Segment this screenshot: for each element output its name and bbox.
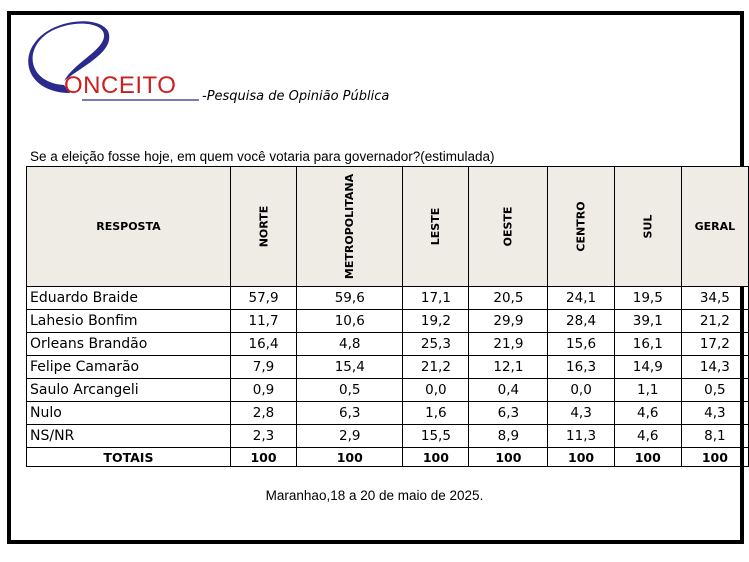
column-header-sul: SUL bbox=[613, 166, 682, 287]
percentage-cell: 15,4 bbox=[296, 355, 404, 379]
percentage-cell: 16,3 bbox=[547, 355, 615, 379]
percentage-cell: 14,9 bbox=[613, 355, 682, 379]
percentage-cell: 17,1 bbox=[402, 286, 470, 310]
percentage-cell: 6,3 bbox=[296, 401, 404, 425]
totals-row: TOTAIS 100 100 100 100 100 100 100 bbox=[26, 447, 749, 467]
totals-cell: 100 bbox=[680, 447, 749, 467]
percentage-cell: 2,3 bbox=[229, 424, 298, 448]
percentage-cell: 6,3 bbox=[468, 401, 549, 425]
totals-cell: 100 bbox=[402, 447, 470, 467]
totals-cell: 100 bbox=[296, 447, 404, 467]
totals-cell: 100 bbox=[468, 447, 549, 467]
percentage-cell: 4,3 bbox=[547, 401, 615, 425]
candidate-name-cell: Orleans Brandão bbox=[26, 332, 231, 356]
percentage-cell: 12,1 bbox=[468, 355, 549, 379]
table-row: Orleans Brandão 16,4 4,8 25,3 21,9 15,6 16,1 17… bbox=[26, 332, 749, 356]
percentage-cell: 57,9 bbox=[229, 286, 298, 310]
percentage-cell: 34,5 bbox=[680, 286, 749, 310]
totals-cell: 100 bbox=[229, 447, 298, 467]
column-header-leste: LESTE bbox=[402, 166, 470, 287]
table-row: Lahesio Bonfim 11,7 10,6 19,2 29,9 28,4 39,1 21… bbox=[26, 309, 749, 333]
column-header-centro: CENTRO bbox=[547, 166, 615, 287]
poll-question: Se a eleição fosse hoje, em quem você vo… bbox=[30, 149, 495, 164]
candidate-name-cell: Eduardo Braide bbox=[26, 286, 231, 310]
percentage-cell: 4,3 bbox=[680, 401, 749, 425]
percentage-cell: 11,7 bbox=[229, 309, 298, 333]
survey-date-footer: Maranhao,18 a 20 de maio de 2025. bbox=[265, 488, 484, 503]
totals-cell: 100 bbox=[613, 447, 682, 467]
table-row: Felipe Camarão 7,9 15,4 21,2 12,1 16,3 14,9 14,… bbox=[26, 355, 749, 379]
percentage-cell: 21,2 bbox=[402, 355, 470, 379]
logo-swoosh-icon bbox=[28, 21, 199, 101]
percentage-cell: 14,3 bbox=[680, 355, 749, 379]
percentage-cell: 0,0 bbox=[547, 378, 615, 402]
candidate-name-cell: Felipe Camarão bbox=[26, 355, 231, 379]
percentage-cell: 0,0 bbox=[402, 378, 470, 402]
percentage-cell: 0,5 bbox=[296, 378, 404, 402]
logo-text: ONCEITO bbox=[64, 72, 177, 99]
percentage-cell: 19,5 bbox=[613, 286, 682, 310]
percentage-cell: 0,4 bbox=[468, 378, 549, 402]
column-header-resposta: RESPOSTA bbox=[26, 166, 231, 287]
percentage-cell: 15,5 bbox=[402, 424, 470, 448]
table-row: Nulo 2,8 6,3 1,6 6,3 4,3 4,6 4,3 bbox=[26, 401, 749, 425]
percentage-cell: 19,2 bbox=[402, 309, 470, 333]
percentage-cell: 8,1 bbox=[680, 424, 749, 448]
totals-cell: 100 bbox=[547, 447, 615, 467]
percentage-cell: 1,1 bbox=[613, 378, 682, 402]
table-row: NS/NR 2,3 2,9 15,5 8,9 11,3 4,6 8,1 bbox=[26, 424, 749, 448]
percentage-cell: 16,4 bbox=[229, 332, 298, 356]
conceito-logo: ONCEITO bbox=[24, 21, 204, 107]
totals-label: TOTAIS bbox=[26, 447, 231, 467]
candidate-name-cell: Nulo bbox=[26, 401, 231, 425]
column-header-metropolitana: METROPOLITANA bbox=[296, 166, 404, 287]
table-header-row: RESPOSTA NORTE METROPOLITANA LESTE OESTE… bbox=[26, 166, 749, 287]
percentage-cell: 4,6 bbox=[613, 424, 682, 448]
table-row: Eduardo Braide 57,9 59,6 17,1 20,5 24,1 19,5 34… bbox=[26, 286, 749, 310]
header-subtitle: -Pesquisa de Opinião Pública bbox=[202, 89, 390, 104]
percentage-cell: 7,9 bbox=[229, 355, 298, 379]
percentage-cell: 28,4 bbox=[547, 309, 615, 333]
poll-results-table: RESPOSTA NORTE METROPOLITANA LESTE OESTE… bbox=[26, 166, 749, 467]
percentage-cell: 4,6 bbox=[613, 401, 682, 425]
column-header-oeste: OESTE bbox=[468, 166, 549, 287]
percentage-cell: 4,8 bbox=[296, 332, 404, 356]
percentage-cell: 0,9 bbox=[229, 378, 298, 402]
candidate-name-cell: NS/NR bbox=[26, 424, 231, 448]
percentage-cell: 59,6 bbox=[296, 286, 404, 310]
percentage-cell: 1,6 bbox=[402, 401, 470, 425]
percentage-cell: 16,1 bbox=[613, 332, 682, 356]
percentage-cell: 2,8 bbox=[229, 401, 298, 425]
column-header-norte: NORTE bbox=[229, 166, 298, 287]
percentage-cell: 25,3 bbox=[402, 332, 470, 356]
percentage-cell: 11,3 bbox=[547, 424, 615, 448]
percentage-cell: 0,5 bbox=[680, 378, 749, 402]
candidate-name-cell: Lahesio Bonfim bbox=[26, 309, 231, 333]
table-row: Saulo Arcangeli 0,9 0,5 0,0 0,4 0,0 1,1 0,5 bbox=[26, 378, 749, 402]
percentage-cell: 2,9 bbox=[296, 424, 404, 448]
percentage-cell: 39,1 bbox=[613, 309, 682, 333]
column-header-geral: GERAL bbox=[680, 166, 749, 287]
percentage-cell: 15,6 bbox=[547, 332, 615, 356]
percentage-cell: 21,2 bbox=[680, 309, 749, 333]
percentage-cell: 8,9 bbox=[468, 424, 549, 448]
candidate-name-cell: Saulo Arcangeli bbox=[26, 378, 231, 402]
percentage-cell: 21,9 bbox=[468, 332, 549, 356]
percentage-cell: 24,1 bbox=[547, 286, 615, 310]
percentage-cell: 20,5 bbox=[468, 286, 549, 310]
percentage-cell: 10,6 bbox=[296, 309, 404, 333]
percentage-cell: 29,9 bbox=[468, 309, 549, 333]
percentage-cell: 17,2 bbox=[680, 332, 749, 356]
